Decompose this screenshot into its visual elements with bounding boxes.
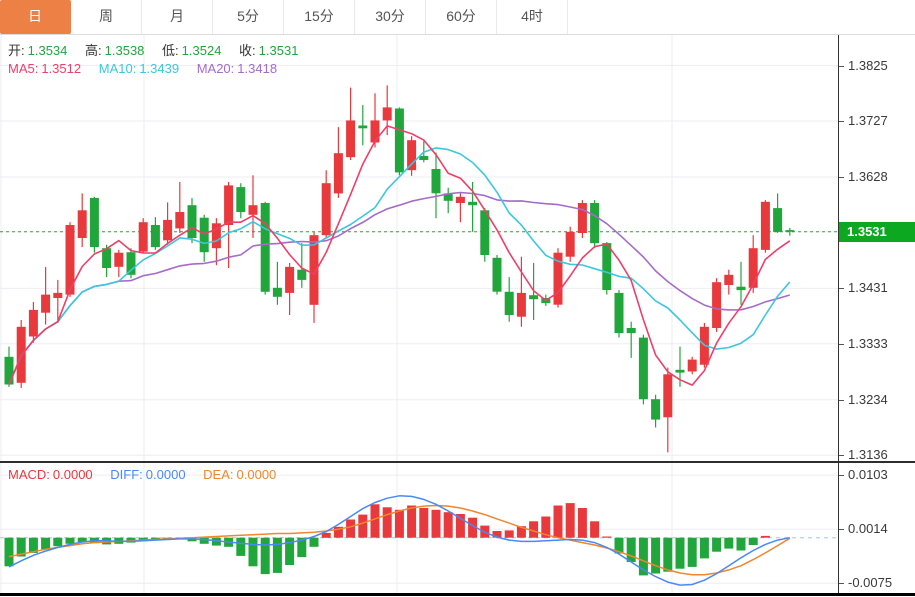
- price-axis-label: 1.3825: [848, 58, 888, 73]
- low-value: 1.3524: [181, 43, 222, 58]
- price-axis-label: 1.3234: [848, 392, 888, 407]
- open-value: 1.3534: [27, 43, 68, 58]
- tab-30min[interactable]: 30分: [355, 0, 426, 34]
- price-axis-tick: [839, 344, 844, 345]
- price-axis-label: 1.3431: [848, 280, 888, 295]
- close-label: 收:: [239, 43, 256, 58]
- ma-legend: MA5: 1.3512 MA10: 1.3439 MA20: 1.3418: [8, 61, 280, 76]
- panel-separator: [0, 461, 915, 463]
- macd-panel[interactable]: MACD: 0.0000 DIFF: 0.0000 DEA: 0.0000: [0, 463, 838, 593]
- macd-axis-tick: [839, 583, 844, 584]
- diff-value: 0.0000: [145, 467, 186, 482]
- price-axis-tick: [839, 288, 844, 289]
- price-axis-label: 1.3727: [848, 113, 888, 128]
- macd-chart[interactable]: [0, 463, 838, 593]
- price-axis-label: 1.3628: [848, 169, 888, 184]
- dea-label: DEA:: [203, 467, 234, 482]
- tab-month[interactable]: 月: [142, 0, 213, 34]
- macd-axis-tick: [839, 529, 844, 530]
- price-axis-tick: [839, 177, 844, 178]
- ma10-label: MA10:: [98, 61, 137, 76]
- bottom-border: [0, 593, 915, 596]
- high-value: 1.3538: [104, 43, 145, 58]
- macd-label: MACD:: [8, 467, 50, 482]
- price-chart-panel[interactable]: 开: 1.3534 高: 1.3538 低: 1.3524 收: 1.3531 MA5:…: [0, 35, 838, 462]
- macd-axis-label: -0.0075: [848, 575, 893, 590]
- price-axis-tick: [839, 66, 844, 67]
- macd-axis-tick: [839, 475, 844, 476]
- macd-axis-label: 0.0103: [848, 467, 888, 482]
- ma20-value: 1.3418: [237, 61, 278, 76]
- macd-axis-label: 0.0014: [848, 521, 888, 536]
- macd-legend: MACD: 0.0000 DIFF: 0.0000 DEA: 0.0000: [8, 467, 279, 482]
- candlestick-chart[interactable]: [0, 35, 838, 462]
- tab-4hour[interactable]: 4时: [497, 0, 568, 34]
- price-axis-label: 1.3136: [848, 447, 888, 462]
- tab-week[interactable]: 周: [71, 0, 142, 34]
- diff-label: DIFF:: [110, 467, 143, 482]
- ma10-value: 1.3439: [139, 61, 180, 76]
- high-label: 高:: [85, 43, 102, 58]
- tab-15min[interactable]: 15分: [284, 0, 355, 34]
- price-axis-tick: [839, 400, 844, 401]
- current-price-tag: 1.3531: [839, 222, 915, 242]
- price-axis-tick: [839, 455, 844, 456]
- ma5-label: MA5:: [8, 61, 39, 76]
- price-axis-label: 1.3333: [848, 336, 888, 351]
- price-axis-tick: [839, 121, 844, 122]
- ma5-value: 1.3512: [41, 61, 82, 76]
- close-value: 1.3531: [258, 43, 299, 58]
- tab-60min[interactable]: 60分: [426, 0, 497, 34]
- dea-value: 0.0000: [236, 467, 277, 482]
- macd-axis: 0.0103 0.0014 -0.0075: [838, 463, 915, 593]
- open-label: 开:: [8, 43, 25, 58]
- low-label: 低:: [162, 43, 179, 58]
- ma20-label: MA20:: [196, 61, 235, 76]
- ohlc-legend: 开: 1.3534 高: 1.3538 低: 1.3524 收: 1.3531: [8, 40, 301, 59]
- tab-bar: 日周月 5分 15分 30分 60分 4时: [0, 0, 915, 35]
- price-axis: 1.3531 1.3825 1.3727 1.3628 1.3431 1.3333 1.3…: [838, 35, 915, 462]
- macd-value: 0.0000: [52, 467, 93, 482]
- tab-day[interactable]: 日: [0, 0, 71, 34]
- tab-5min[interactable]: 5分: [213, 0, 284, 34]
